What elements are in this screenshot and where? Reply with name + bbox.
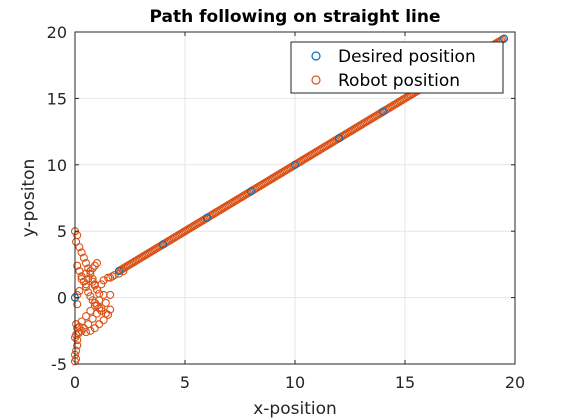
x-axis-label: x-position (253, 399, 337, 419)
robot-position-point (84, 264, 93, 273)
robot-position-point (81, 280, 91, 289)
y-tick-label: 0 (57, 289, 67, 308)
desired-position-point (158, 240, 168, 249)
robot-position-point (88, 277, 97, 286)
desired-position-point (334, 134, 344, 143)
robot-position-point (84, 274, 93, 284)
robot-position-point (95, 289, 104, 298)
robot-position-point (119, 266, 128, 276)
robot-position-point (84, 288, 93, 297)
robot-position-point (72, 346, 81, 355)
robot-position-point (73, 261, 82, 270)
desired-position-point (290, 160, 300, 169)
x-tick-label: 0 (70, 373, 80, 392)
x-tick-label: 10 (285, 373, 305, 392)
desired-position-point (378, 107, 388, 116)
robot-position-point (101, 298, 110, 307)
chart-title: Path following on straight line (150, 7, 441, 27)
robot-position-point (75, 286, 84, 296)
y-tick-label: 15 (47, 89, 67, 108)
robot-position-point (75, 243, 84, 252)
x-tick-label: 20 (505, 373, 525, 392)
robot-position-point (72, 354, 81, 363)
robot-position-point (110, 270, 119, 280)
robot-position-point (92, 285, 102, 294)
robot-position-point (77, 317, 86, 326)
robot-position-point (97, 306, 106, 315)
y-tick-label: 5 (57, 222, 67, 241)
robot-position-point (81, 259, 91, 268)
robot-position-point (114, 269, 124, 278)
legend-box (290, 41, 504, 94)
robot-position-point (99, 316, 108, 325)
robot-position-point (79, 253, 88, 262)
robot-position-point (86, 269, 95, 278)
robot-position-point (75, 322, 84, 331)
robot-position-point (95, 320, 104, 329)
x-tick-label: 5 (180, 373, 190, 392)
robot-position-point (97, 304, 106, 313)
robot-position-point (95, 304, 104, 313)
robot-position-point (84, 320, 93, 329)
y-tick-label: -5 (51, 355, 67, 374)
robot-position-point (92, 301, 102, 310)
robot-position-point (92, 259, 102, 268)
robot-position-point (88, 264, 97, 273)
robot-position-point (75, 328, 84, 337)
robot-position-point (90, 298, 99, 307)
robot-position-point (73, 290, 82, 299)
robot-position-point (90, 281, 99, 290)
robot-position-point (90, 261, 99, 270)
robot-position-series (70, 34, 509, 366)
robot-position-point (81, 269, 91, 278)
legend-marker-desired (311, 51, 321, 61)
y-tick-label: 10 (47, 156, 67, 175)
robot-position-point (103, 310, 113, 319)
robot-position-point (108, 272, 117, 281)
robot-position-point (106, 273, 115, 282)
robot-position-point (86, 266, 95, 276)
robot-position-point (86, 306, 95, 315)
robot-position-point (99, 276, 108, 285)
desired-position-point (202, 213, 212, 222)
desired-position-point (114, 266, 124, 276)
robot-position-point (77, 248, 86, 257)
legend-marker-robot (311, 75, 321, 85)
robot-position-point (103, 273, 113, 282)
legend[interactable]: Desired position Robot position (290, 41, 504, 94)
robot-position-point (92, 309, 102, 318)
x-tick-label: 15 (395, 373, 415, 392)
robot-position-point (79, 277, 88, 286)
robot-position-point (88, 314, 97, 323)
robot-position-point (86, 292, 95, 301)
robot-position-point (90, 301, 99, 310)
desired-position-point (499, 34, 509, 43)
robot-position-point (75, 266, 84, 276)
robot-position-point (81, 312, 91, 321)
y-axis-label: y-positon (19, 159, 39, 238)
robot-position-point (90, 324, 99, 333)
desired-position-point (246, 187, 256, 196)
robot-position-point (73, 341, 82, 350)
robot-position-point (106, 305, 115, 314)
y-tick-label: 20 (47, 23, 67, 42)
legend-label-desired: Desired position (338, 47, 476, 67)
robot-position-point (99, 290, 108, 299)
legend-label-robot: Robot position (338, 71, 460, 91)
robot-position-point (81, 282, 91, 292)
robot-position-point (77, 272, 86, 281)
